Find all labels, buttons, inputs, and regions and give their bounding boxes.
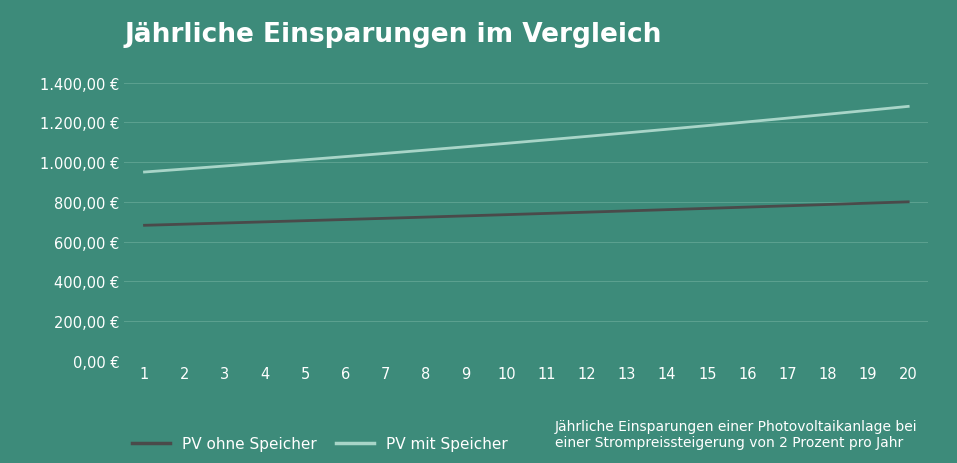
Text: Jährliche Einsparungen im Vergleich: Jährliche Einsparungen im Vergleich	[124, 22, 662, 48]
Legend: PV ohne Speicher, PV mit Speicher: PV ohne Speicher, PV mit Speicher	[132, 436, 508, 451]
Text: Jährliche Einsparungen einer Photovoltaikanlage bei
einer Strompreissteigerung v: Jährliche Einsparungen einer Photovoltai…	[555, 419, 918, 449]
